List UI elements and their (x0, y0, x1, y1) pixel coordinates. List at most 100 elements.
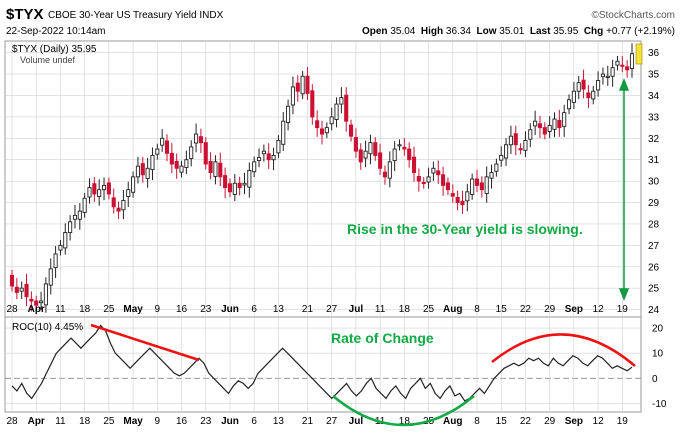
price-y-tick: 31 (648, 155, 660, 166)
high-label: High (420, 26, 444, 37)
candle-body (523, 140, 528, 151)
roc-x-label: 25 (103, 416, 115, 427)
candle-body (68, 221, 73, 233)
roc-x-label: 13 (273, 416, 285, 427)
price-y-tick: 36 (648, 48, 660, 59)
candle-body (450, 193, 455, 197)
candle-body (625, 66, 630, 71)
candle-body (58, 244, 63, 251)
roc-panel (4, 316, 642, 413)
candle-body (557, 119, 562, 129)
price-y-tick: 30 (648, 177, 660, 188)
candle-body (474, 178, 480, 186)
candle-body (353, 137, 358, 152)
last-label: Last (529, 26, 551, 37)
candle-body (620, 64, 625, 67)
roc-annotation: Rate of Change (331, 330, 434, 346)
price-x-label: Jul (349, 304, 364, 315)
price-x-label: 21 (302, 304, 314, 315)
red-arc (491, 333, 636, 367)
candle-body (581, 79, 586, 90)
candle-body (43, 283, 48, 306)
candle-body (436, 170, 441, 176)
candle-body (29, 298, 34, 302)
low-value: 35.01 (499, 26, 525, 37)
candle-body (116, 207, 121, 212)
candle-body (455, 196, 460, 203)
candle-body (562, 112, 567, 127)
candle-body (387, 161, 392, 179)
price-x-label: Jun (221, 304, 239, 315)
chg-value: +0.77 (+2.19%) (606, 26, 675, 37)
price-y-tick: 24 (648, 305, 660, 316)
candle-body (363, 150, 368, 159)
candle-body (547, 125, 552, 132)
candle-body (218, 162, 223, 178)
candle-body (528, 129, 533, 140)
price-y-tick: 27 (648, 241, 660, 252)
candle-body (53, 253, 58, 269)
candle-body (247, 169, 252, 188)
candle-body (615, 60, 620, 66)
candle-body (266, 153, 271, 161)
candle-body (407, 148, 412, 161)
candle-body (484, 176, 489, 195)
candle-body (82, 197, 87, 213)
candle-body (358, 149, 363, 163)
candle-body (155, 148, 160, 155)
candle-body (164, 140, 170, 154)
roc-x-label: Apr (28, 416, 45, 427)
candle-body (576, 82, 581, 92)
candle-body (14, 286, 19, 293)
candle-body (169, 152, 174, 165)
candle-body (305, 75, 310, 94)
candle-body (504, 144, 509, 159)
roc-x-label: 18 (399, 416, 411, 427)
candle-body (470, 178, 475, 195)
candle-body (368, 142, 373, 155)
candle-body (256, 157, 262, 162)
price-candles (9, 43, 635, 313)
candle-body (126, 189, 131, 198)
price-y-tick: 33 (648, 112, 660, 123)
roc-legend: ROC(10) 4.45% (12, 322, 83, 333)
candle-body (237, 182, 242, 189)
candle-body (92, 183, 97, 195)
candle-body (537, 123, 543, 129)
price-y-tick: 25 (648, 284, 660, 295)
price-x-label: 25 (103, 304, 115, 315)
open-value: 35.04 (390, 26, 416, 37)
slowing-arrow (618, 77, 630, 302)
price-x-label: 8 (474, 304, 480, 315)
candle-body (513, 133, 518, 146)
candle-body (566, 99, 572, 110)
candle-body (160, 137, 165, 146)
roc-x-label: 28 (6, 416, 18, 427)
roc-line (11, 324, 633, 402)
candle-body (489, 172, 494, 179)
quote-summary: Open 35.04 High 36.34 Low 35.01 Last 35.… (362, 26, 675, 37)
candle-body (213, 161, 218, 177)
candle-body (106, 182, 111, 195)
candle-body (203, 142, 208, 165)
price-y-tick: 35 (648, 70, 660, 81)
candle-body (629, 53, 635, 69)
candle-body (121, 199, 126, 211)
candle-body (208, 160, 213, 174)
green-arc (332, 395, 475, 427)
candle-body (596, 80, 601, 91)
candle-body (605, 75, 610, 78)
roc-legend-label: ROC(10) (12, 322, 52, 333)
arrow-head-bottom (618, 288, 630, 302)
candle-body (310, 90, 315, 118)
candle-body (227, 183, 233, 193)
roc-x-label: 22 (520, 416, 532, 427)
candle-body (87, 187, 92, 198)
price-x-label: 28 (6, 304, 18, 315)
candle-body (145, 167, 150, 180)
stockcharts-credit[interactable]: ©StockCharts.com (591, 10, 675, 21)
roc-x-label: 23 (200, 416, 212, 427)
candle-body (34, 300, 39, 306)
candle-body (194, 133, 199, 144)
candle-body (508, 135, 513, 146)
